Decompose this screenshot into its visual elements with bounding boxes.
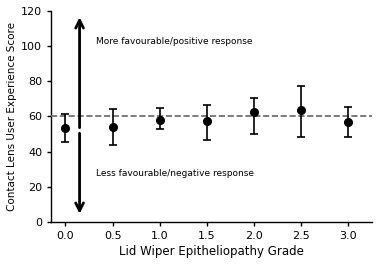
Text: More favourable/positive response: More favourable/positive response xyxy=(96,37,252,46)
Text: Less favourable/negative response: Less favourable/negative response xyxy=(96,169,254,178)
Y-axis label: Contact Lens User Experience Score: Contact Lens User Experience Score xyxy=(7,22,17,211)
X-axis label: Lid Wiper Epitheliopathy Grade: Lid Wiper Epitheliopathy Grade xyxy=(119,245,304,258)
